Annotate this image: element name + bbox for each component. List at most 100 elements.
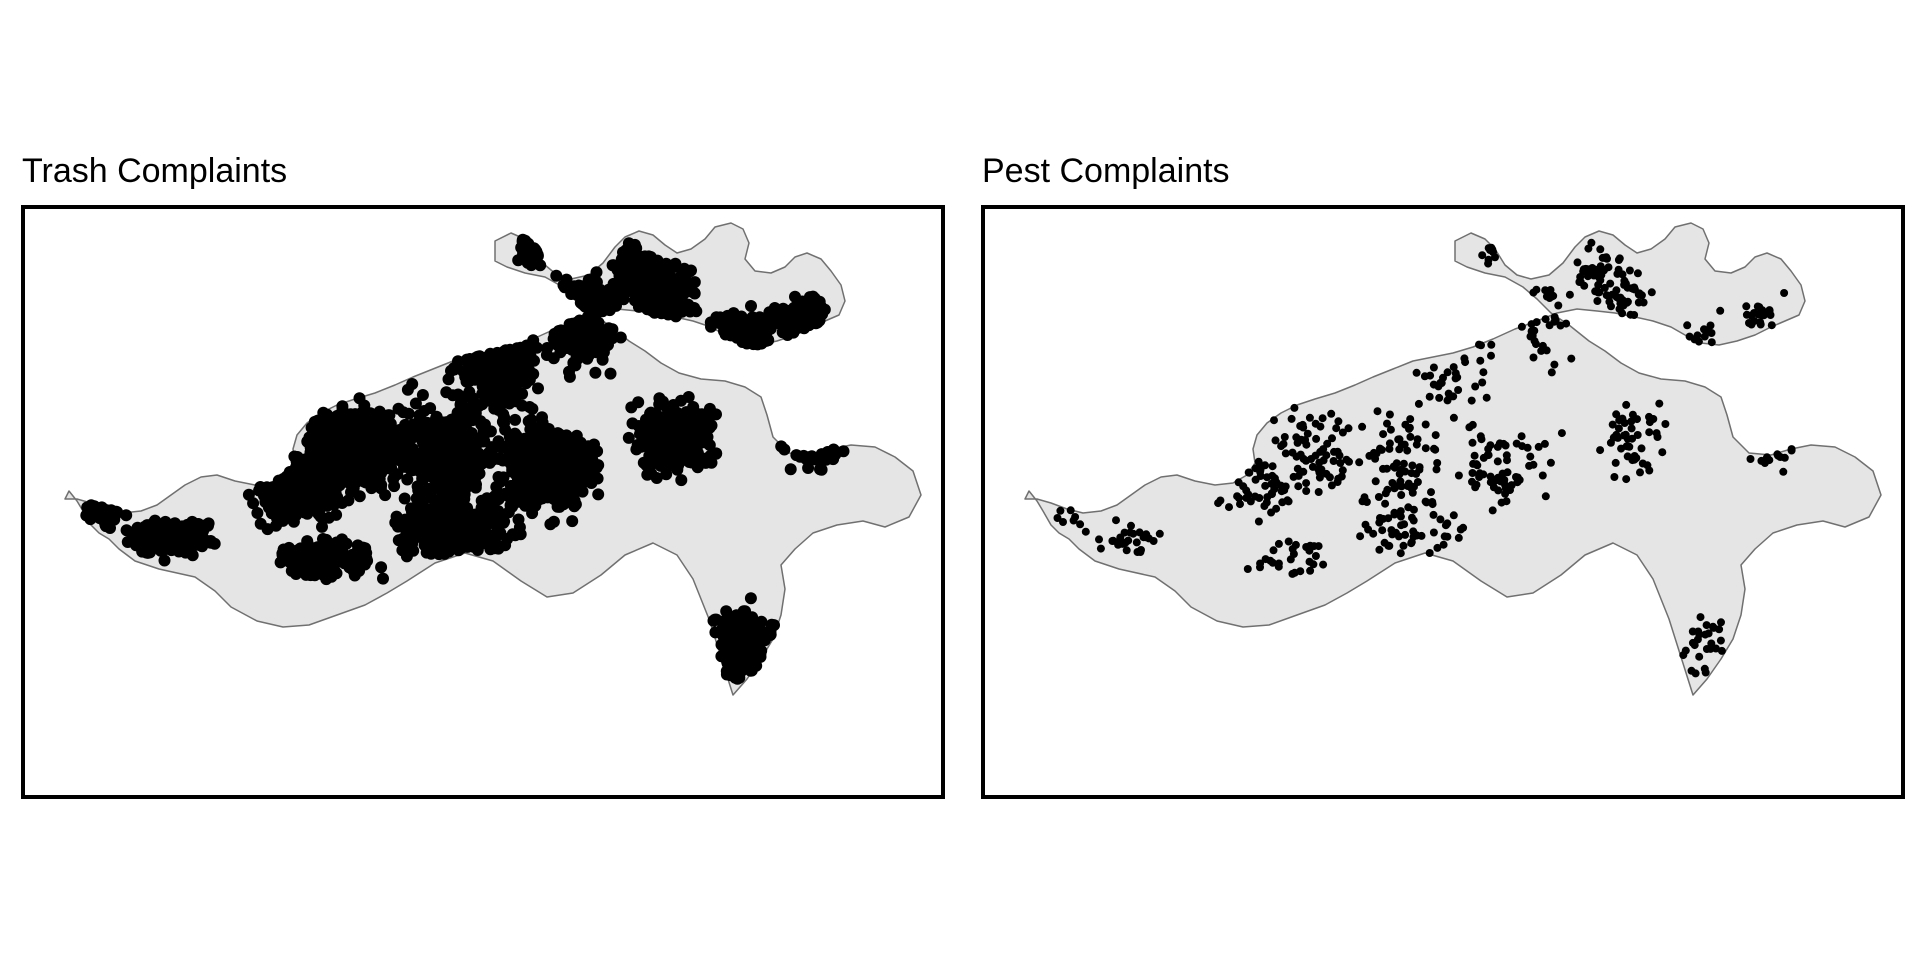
complaint-point bbox=[581, 446, 594, 459]
complaint-point bbox=[1415, 465, 1424, 474]
complaint-point bbox=[606, 332, 619, 345]
complaint-point bbox=[1468, 438, 1477, 447]
complaint-point bbox=[1628, 410, 1637, 419]
complaint-point bbox=[326, 430, 339, 443]
complaint-point bbox=[1628, 456, 1637, 465]
complaint-point bbox=[293, 505, 306, 518]
complaint-point bbox=[1288, 569, 1297, 578]
complaint-point bbox=[463, 386, 476, 398]
complaint-point bbox=[1384, 514, 1393, 523]
complaint-point bbox=[1371, 477, 1380, 486]
complaint-point bbox=[503, 389, 516, 401]
complaint-point bbox=[1443, 519, 1452, 528]
complaint-point bbox=[452, 544, 465, 557]
complaint-point bbox=[242, 488, 255, 501]
complaint-point bbox=[1449, 511, 1458, 520]
complaint-point bbox=[1622, 475, 1631, 484]
complaint-point bbox=[710, 613, 723, 626]
complaint-point bbox=[524, 423, 537, 436]
complaint-point bbox=[1299, 454, 1308, 463]
complaint-point bbox=[1622, 298, 1631, 307]
complaint-point bbox=[577, 293, 590, 306]
complaint-point bbox=[315, 418, 328, 431]
complaint-point bbox=[1284, 537, 1293, 546]
complaint-point bbox=[1627, 417, 1636, 426]
complaint-point bbox=[1780, 289, 1789, 297]
complaint-point bbox=[476, 435, 489, 448]
complaint-point bbox=[1484, 445, 1493, 453]
complaint-point bbox=[1583, 265, 1592, 274]
complaint-point bbox=[1385, 439, 1394, 448]
complaint-point bbox=[271, 512, 283, 525]
complaint-point bbox=[304, 549, 317, 562]
complaint-point bbox=[316, 520, 328, 533]
complaint-point bbox=[1467, 396, 1476, 405]
complaint-point bbox=[1498, 478, 1507, 487]
complaint-point bbox=[471, 350, 484, 363]
complaint-point bbox=[1717, 618, 1725, 627]
complaint-point bbox=[513, 368, 525, 381]
complaint-point bbox=[1532, 340, 1540, 349]
complaint-point bbox=[1608, 420, 1617, 429]
complaint-point bbox=[490, 515, 503, 528]
complaint-point bbox=[297, 490, 310, 503]
complaint-point bbox=[427, 423, 440, 435]
complaint-point bbox=[808, 453, 821, 466]
complaint-point bbox=[251, 507, 264, 519]
complaint-point bbox=[626, 417, 639, 430]
complaint-point bbox=[565, 288, 578, 300]
complaint-point bbox=[719, 634, 732, 647]
complaint-point bbox=[1381, 489, 1390, 498]
complaint-point bbox=[1375, 545, 1384, 554]
complaint-point bbox=[290, 459, 303, 472]
pest-map-frame bbox=[981, 205, 1905, 799]
complaint-point bbox=[331, 409, 344, 422]
complaint-point bbox=[1294, 471, 1303, 480]
complaint-point bbox=[1387, 526, 1396, 535]
complaint-point bbox=[1256, 463, 1265, 472]
complaint-point bbox=[308, 467, 321, 480]
complaint-point bbox=[325, 561, 338, 574]
complaint-point bbox=[452, 388, 465, 401]
complaint-point bbox=[632, 396, 645, 409]
complaint-point bbox=[327, 498, 340, 511]
complaint-point bbox=[430, 410, 443, 423]
complaint-point bbox=[1283, 496, 1292, 505]
complaint-point bbox=[313, 502, 326, 515]
complaint-point bbox=[557, 498, 570, 511]
complaint-point bbox=[1361, 520, 1370, 529]
complaint-point bbox=[582, 331, 594, 344]
complaint-point bbox=[735, 608, 748, 621]
complaint-point bbox=[1746, 455, 1755, 463]
complaint-point bbox=[674, 452, 687, 465]
complaint-point bbox=[1538, 471, 1547, 480]
complaint-point bbox=[1596, 245, 1605, 254]
complaint-point bbox=[1081, 527, 1090, 536]
complaint-point bbox=[1745, 319, 1753, 327]
complaint-point bbox=[1691, 669, 1700, 678]
complaint-point bbox=[455, 510, 468, 523]
complaint-point bbox=[476, 380, 489, 393]
complaint-point bbox=[1316, 422, 1325, 431]
complaint-point bbox=[1626, 310, 1635, 319]
complaint-point bbox=[1378, 526, 1387, 535]
complaint-point bbox=[1439, 373, 1447, 382]
complaint-point bbox=[1327, 481, 1336, 490]
complaint-point bbox=[1429, 528, 1438, 537]
complaint-point bbox=[1434, 382, 1443, 391]
complaint-point bbox=[683, 265, 696, 278]
complaint-point bbox=[1468, 469, 1477, 477]
complaint-point bbox=[686, 410, 699, 422]
complaint-point bbox=[650, 472, 663, 484]
complaint-point bbox=[1076, 520, 1085, 529]
complaint-point bbox=[1345, 457, 1353, 466]
complaint-point bbox=[1319, 445, 1328, 454]
complaint-point bbox=[540, 349, 553, 361]
complaint-point bbox=[1397, 521, 1406, 530]
complaint-point bbox=[513, 464, 526, 477]
complaint-point bbox=[350, 427, 362, 440]
complaint-point bbox=[384, 459, 397, 472]
complaint-point bbox=[1374, 493, 1383, 501]
complaint-point bbox=[1479, 470, 1488, 479]
complaint-point bbox=[629, 275, 642, 288]
